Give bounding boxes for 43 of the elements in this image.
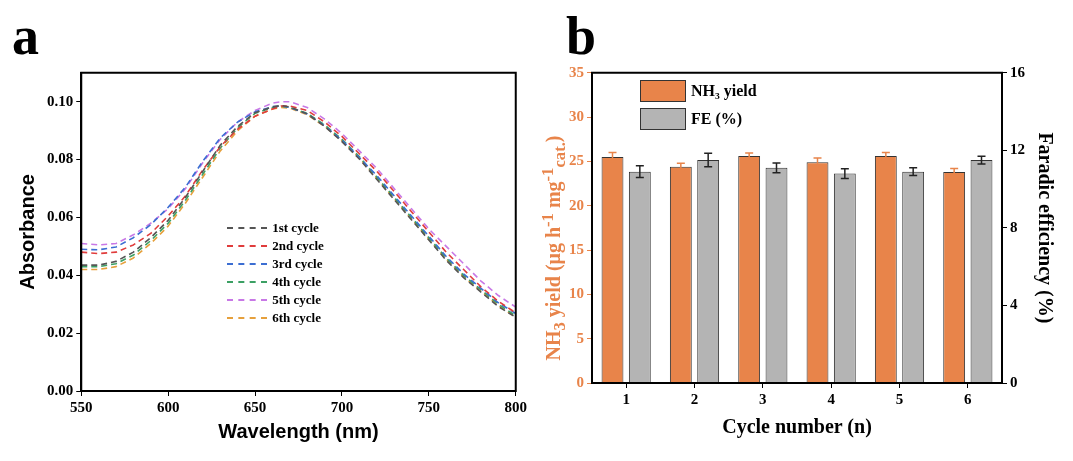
y-tick-label: 0.00 [47, 381, 74, 398]
y-tick-label: 25 [569, 152, 584, 169]
y-tick-label: 0.04 [47, 266, 74, 283]
y-axis-title: Absorbance [15, 174, 38, 290]
y-tick-label: 0.02 [47, 324, 74, 341]
x-tick-label: 4 [827, 390, 836, 407]
y2-tick-label: 4 [1010, 296, 1018, 313]
x-tick-label: 5 [895, 390, 904, 407]
y-tick-label: 30 [569, 107, 584, 124]
x-tick-label: 3 [759, 390, 767, 407]
legend-label: 1st cycle [272, 220, 319, 236]
x-axis-title: Wavelength (nm) [218, 419, 379, 442]
x-tick-label: 600 [156, 398, 180, 415]
legend-label: NH₃ yield [691, 82, 757, 100]
x-tick-label: 2 [690, 390, 699, 407]
y-tick-label: 5 [576, 329, 584, 346]
legend-label: FE (%) [691, 110, 743, 128]
x-tick-label: 650 [243, 398, 267, 415]
y2-tick-label: 0 [1010, 373, 1018, 390]
legend-label: 4th cycle [272, 274, 321, 290]
x-tick-label: 700 [330, 398, 354, 415]
y2-tick-label: 8 [1010, 218, 1018, 235]
x-tick-label: 6 [964, 390, 973, 407]
y2-tick-label: 16 [1010, 63, 1026, 80]
y-tick-label: 20 [569, 196, 584, 213]
x-axis-title: Cycle number (n) [722, 415, 872, 439]
y2-axis-title: Faradic efficiency (%) [1033, 132, 1057, 324]
y-tick-label: 0.06 [47, 208, 74, 225]
y-tick-label: 0 [576, 373, 584, 390]
x-tick-label: 550 [70, 398, 93, 415]
x-tick-label: 1 [622, 390, 630, 407]
legend-label: 5th cycle [272, 292, 321, 308]
chart-title: a [12, 6, 39, 67]
legend-label: 6th cycle [272, 310, 321, 326]
y-tick-label: 0.10 [47, 92, 74, 109]
legend-label: 3rd cycle [272, 256, 323, 272]
x-tick-label: 800 [504, 398, 527, 415]
x-tick-label: 750 [417, 398, 441, 415]
y-tick-label: 0.08 [47, 150, 74, 167]
y-tick-label: 10 [569, 285, 584, 302]
y-tick-label: 15 [569, 240, 584, 257]
legend-label: 2nd cycle [272, 238, 324, 254]
y2-tick-label: 12 [1010, 141, 1025, 158]
